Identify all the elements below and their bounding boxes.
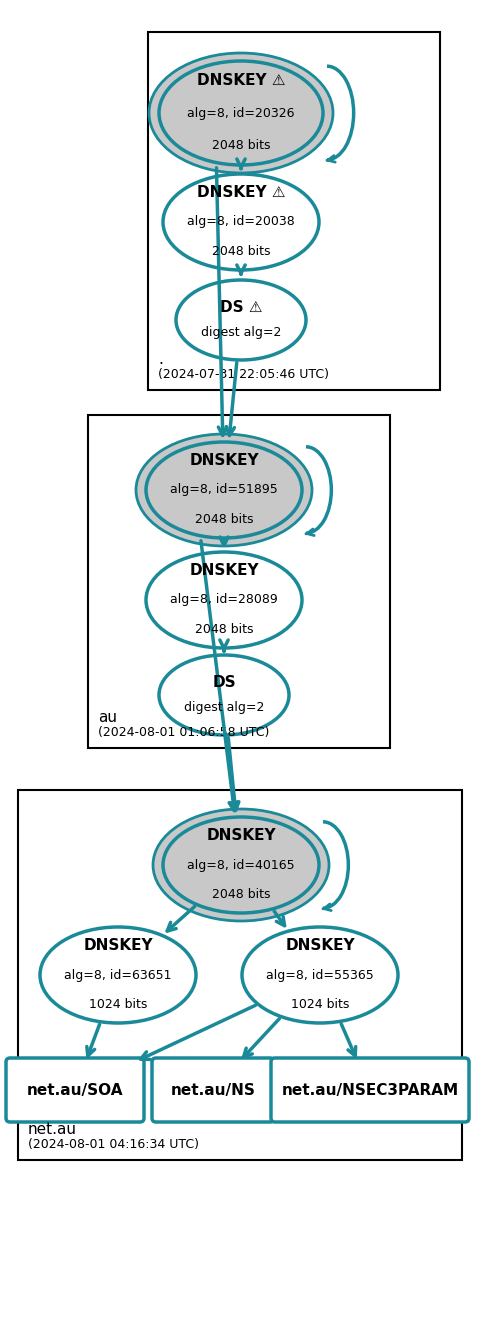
Bar: [18, 790, 462, 1160]
Bar: [148, 32, 440, 390]
Text: 1024 bits: 1024 bits: [89, 999, 147, 1011]
Text: DNSKEY: DNSKEY: [285, 938, 355, 953]
Text: net.au/SOA: net.au/SOA: [27, 1082, 123, 1098]
Text: DNSKEY ⚠️: DNSKEY ⚠️: [197, 74, 285, 89]
Text: alg=8, id=55365: alg=8, id=55365: [266, 969, 374, 981]
Text: 2048 bits: 2048 bits: [212, 245, 270, 258]
Ellipse shape: [146, 552, 302, 648]
Ellipse shape: [153, 809, 329, 921]
Ellipse shape: [159, 655, 289, 735]
Text: DS: DS: [212, 675, 236, 689]
Ellipse shape: [40, 927, 196, 1023]
Text: DNSKEY: DNSKEY: [206, 828, 276, 843]
Text: alg=8, id=63651: alg=8, id=63651: [64, 969, 172, 981]
Text: 1024 bits: 1024 bits: [291, 999, 349, 1011]
Text: net.au: net.au: [28, 1122, 77, 1137]
Text: alg=8, id=28089: alg=8, id=28089: [170, 594, 278, 606]
Text: 2048 bits: 2048 bits: [212, 888, 270, 902]
Text: (2024-08-01 04:16:34 UTC): (2024-08-01 04:16:34 UTC): [28, 1138, 199, 1150]
Text: 2048 bits: 2048 bits: [195, 624, 253, 636]
Text: DNSKEY: DNSKEY: [189, 563, 259, 578]
Text: DNSKEY: DNSKEY: [83, 938, 153, 953]
Ellipse shape: [146, 442, 302, 538]
FancyBboxPatch shape: [6, 1058, 144, 1122]
Ellipse shape: [136, 434, 312, 546]
Text: digest alg=2: digest alg=2: [201, 325, 281, 339]
Text: au: au: [98, 710, 117, 724]
Ellipse shape: [242, 927, 398, 1023]
Text: net.au/NS: net.au/NS: [170, 1082, 256, 1098]
FancyBboxPatch shape: [271, 1058, 469, 1122]
Text: alg=8, id=20038: alg=8, id=20038: [187, 215, 295, 228]
Text: digest alg=2: digest alg=2: [184, 702, 264, 714]
Text: 2048 bits: 2048 bits: [195, 513, 253, 527]
Ellipse shape: [149, 52, 333, 173]
Ellipse shape: [159, 60, 323, 165]
Ellipse shape: [176, 280, 306, 360]
Text: DNSKEY: DNSKEY: [189, 453, 259, 468]
Ellipse shape: [163, 173, 319, 270]
Text: (2024-07-31 22:05:46 UTC): (2024-07-31 22:05:46 UTC): [158, 368, 329, 380]
Bar: [88, 415, 390, 749]
Text: alg=8, id=51895: alg=8, id=51895: [170, 484, 278, 496]
Text: DS ⚠️: DS ⚠️: [220, 300, 262, 314]
Text: .: .: [158, 352, 163, 367]
Text: 2048 bits: 2048 bits: [212, 138, 270, 152]
Text: alg=8, id=40165: alg=8, id=40165: [187, 859, 295, 871]
FancyBboxPatch shape: [152, 1058, 274, 1122]
Ellipse shape: [163, 817, 319, 913]
Text: net.au/NSEC3PARAM: net.au/NSEC3PARAM: [282, 1082, 458, 1098]
Text: (2024-08-01 01:06:58 UTC): (2024-08-01 01:06:58 UTC): [98, 726, 270, 739]
Text: DNSKEY ⚠️: DNSKEY ⚠️: [197, 184, 285, 200]
Text: alg=8, id=20326: alg=8, id=20326: [187, 106, 295, 120]
